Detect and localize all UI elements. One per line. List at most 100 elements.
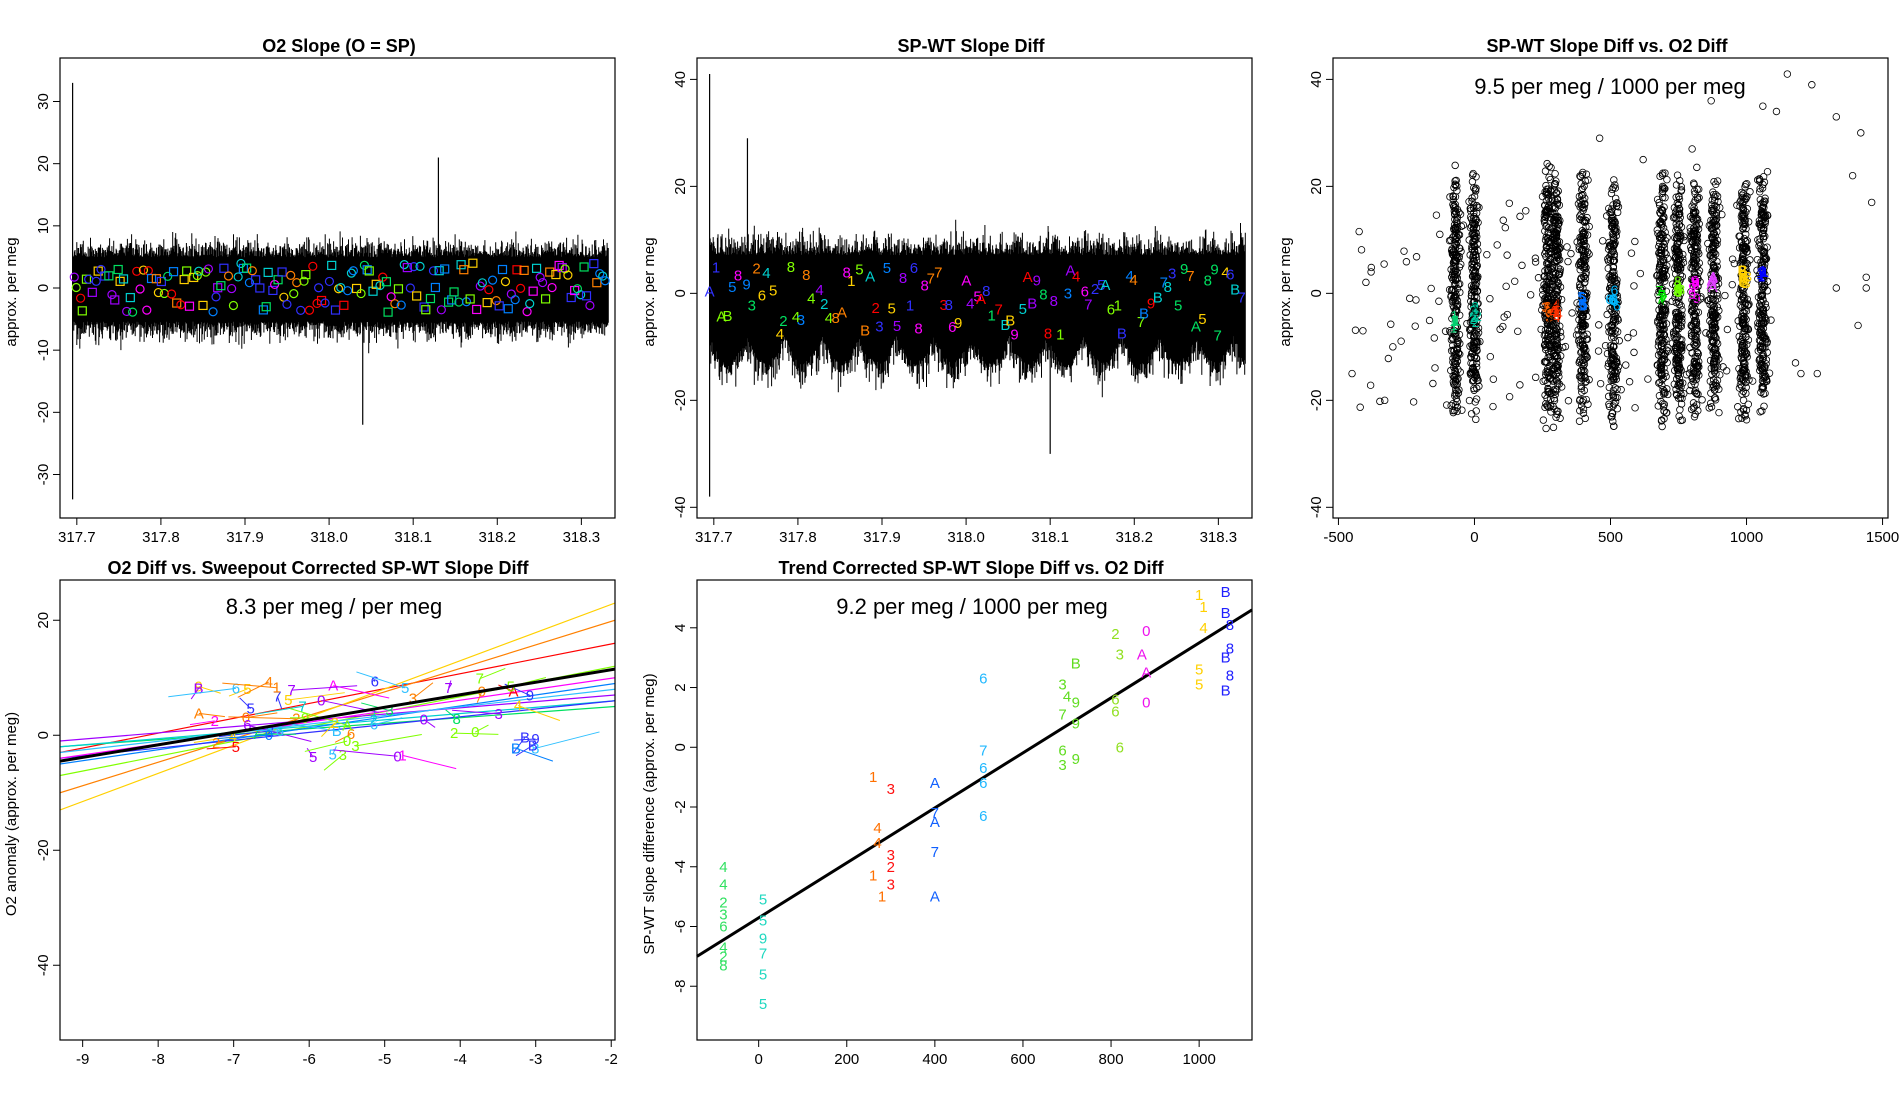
p3-point xyxy=(1470,315,1479,323)
p3-point xyxy=(1676,271,1685,279)
p3-highlight-label: B xyxy=(1737,262,1746,278)
p2-marker-label: 3 xyxy=(1168,266,1176,283)
p3-point xyxy=(1453,357,1462,366)
p1-marker xyxy=(268,285,278,296)
p1-xtick-label: 318.2 xyxy=(478,529,516,546)
p3-point xyxy=(1603,310,1611,319)
p3-point xyxy=(1468,171,1477,179)
p3-point xyxy=(1690,259,1699,268)
p1-marker xyxy=(122,306,132,317)
p5-point-label: 9 xyxy=(1072,694,1080,711)
p3-point xyxy=(1673,313,1681,321)
p3-point xyxy=(1453,403,1461,411)
p1-marker xyxy=(371,279,381,289)
p2-ytick-label: 20 xyxy=(672,178,689,195)
p3-point xyxy=(1658,289,1666,297)
p3-highlight-label: 3 xyxy=(1541,299,1549,315)
p3-point xyxy=(1550,263,1559,271)
p3-point xyxy=(1713,292,1721,300)
p3-point xyxy=(1607,413,1615,421)
p3-point xyxy=(1678,341,1686,349)
p3-xtick-label: 1500 xyxy=(1866,529,1899,546)
p2-marker-label: 5 xyxy=(1174,298,1182,315)
p3-point xyxy=(1672,321,1681,329)
p4-point-label: 5 xyxy=(328,747,336,764)
p3-point xyxy=(1738,414,1746,422)
p3-point xyxy=(1707,403,1716,411)
p2-marker-label: 9 xyxy=(954,315,962,332)
p3-point xyxy=(1687,381,1695,389)
p1-marker xyxy=(151,274,161,284)
p4-point-label: 3 xyxy=(409,691,417,708)
p1-marker xyxy=(299,276,309,286)
p5-xtick-label: 0 xyxy=(754,1051,762,1068)
p3-point xyxy=(1608,360,1617,368)
p3-point xyxy=(1705,221,1714,230)
p3-point xyxy=(1540,295,1549,303)
p1-marker xyxy=(77,306,87,316)
p1-marker xyxy=(327,260,337,271)
p3-point xyxy=(1676,255,1684,263)
p3-point xyxy=(1654,291,1662,299)
p3-point xyxy=(1605,402,1614,411)
p3-point xyxy=(1677,347,1686,355)
p2-xtick-label: 318.0 xyxy=(947,529,985,546)
p3-title: SP-WT Slope Diff vs. O2 Diff xyxy=(1486,36,1728,56)
p3-point xyxy=(1711,354,1720,363)
p4-point-label: 2 xyxy=(292,711,300,728)
p2-plot-area: 317.7 317.8 317.9 318.0 318.1 318.2 318.3 -40 -2… xyxy=(672,71,1246,546)
p1-marker xyxy=(409,261,419,272)
p3-point xyxy=(1552,293,1561,301)
p1-marker xyxy=(399,260,409,270)
p3-point xyxy=(1549,365,1557,374)
p5-point-label: 6 xyxy=(719,918,727,935)
p3-point xyxy=(1711,239,1719,247)
p3-point xyxy=(1738,383,1746,391)
p1-xtick-label: 317.7 xyxy=(58,529,96,546)
p2-marker-label: 9 xyxy=(1033,273,1041,290)
p1-marker xyxy=(465,294,475,304)
p5-xtick-label: 1000 xyxy=(1182,1051,1215,1068)
p3-point xyxy=(1690,340,1698,348)
p3-point xyxy=(1742,416,1751,424)
p3-xtick-label: 500 xyxy=(1598,529,1623,546)
p3-point xyxy=(1677,390,1685,398)
p3-point xyxy=(1742,225,1750,233)
p2-marker-label: 4 xyxy=(1125,268,1133,285)
p1-marker xyxy=(113,264,123,275)
p3-point xyxy=(1738,261,1747,269)
p3-point xyxy=(1740,366,1749,374)
p3-point xyxy=(1661,264,1669,273)
p3-highlight-label: B xyxy=(1738,262,1747,278)
p2-marker-label: 3 xyxy=(748,297,756,314)
p1-ytick-label: -20 xyxy=(35,401,52,423)
p2-marker-label: 2 xyxy=(752,260,760,277)
p2-xtick-label: 317.7 xyxy=(695,529,733,546)
p3-point xyxy=(1693,237,1702,245)
p3-highlight-label: A xyxy=(1708,270,1718,286)
p1-marker xyxy=(364,266,374,276)
p3-point xyxy=(1754,275,1762,283)
p5-point-label: 7 xyxy=(759,945,767,962)
p3-point xyxy=(1740,212,1749,221)
p3-point xyxy=(1579,341,1587,349)
p3-point xyxy=(1468,244,1476,253)
p3-point xyxy=(1575,331,1583,339)
p3-point xyxy=(1709,245,1717,254)
p3-point xyxy=(1657,230,1665,238)
p3-point xyxy=(1545,326,1554,335)
p5-point-label: 5 xyxy=(759,892,767,909)
p3-point xyxy=(1659,269,1668,278)
p3-point xyxy=(1608,185,1616,194)
p3-point xyxy=(1710,177,1718,186)
p3-point xyxy=(1712,190,1720,199)
p3-point xyxy=(1611,194,1620,203)
p3-point xyxy=(1736,301,1745,309)
p5-point-label: A xyxy=(930,889,940,906)
p3-point xyxy=(1447,265,1455,274)
p5-ytick-label: 4 xyxy=(672,624,689,632)
p3-point xyxy=(1711,386,1719,394)
p3-point xyxy=(1552,189,1560,198)
p1-marker xyxy=(330,305,341,315)
p3-point xyxy=(1610,422,1618,430)
